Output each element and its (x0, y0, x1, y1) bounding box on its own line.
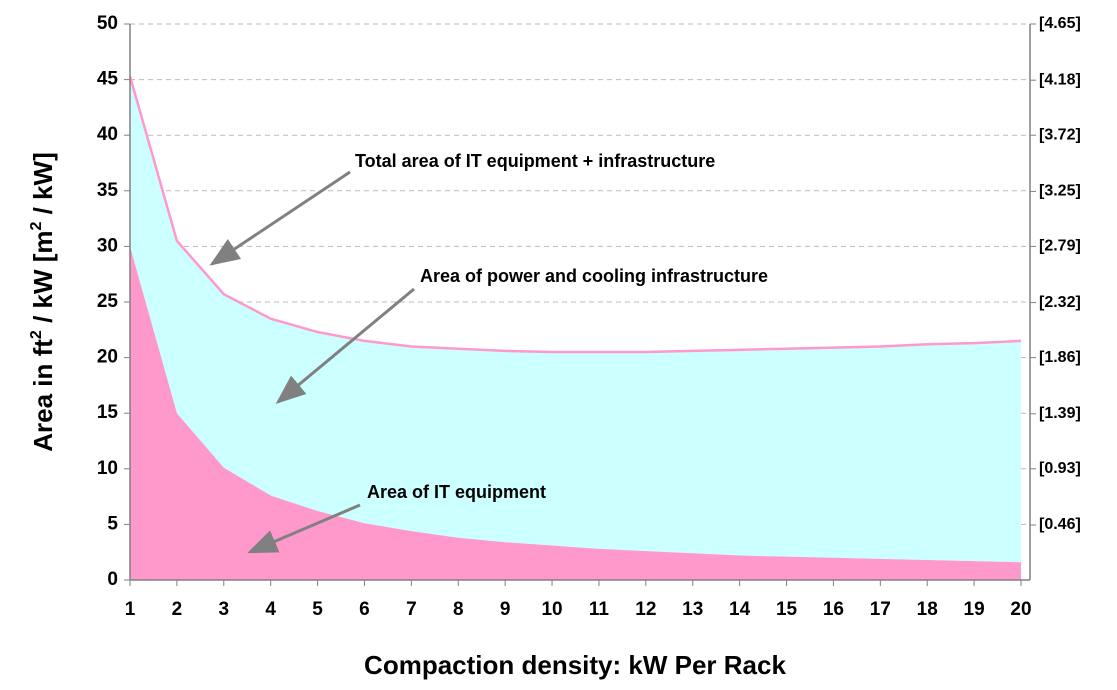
x-tick-label: 4 (265, 599, 276, 620)
arrow (275, 287, 415, 404)
y-tick-label: 45 (97, 69, 119, 90)
y-tick-label: 10 (97, 458, 118, 479)
arrow (209, 170, 351, 266)
y-axis-label-part: / kW [m (28, 230, 58, 330)
x-tick-label: 18 (917, 599, 938, 620)
y-axis-label-part: / kW] (28, 152, 58, 221)
x-tick-label: 16 (823, 599, 844, 620)
y2-tick-label: [0.93] (1039, 460, 1081, 477)
y-tick-label: 15 (97, 402, 119, 423)
x-tick-label: 7 (406, 599, 417, 620)
x-tick-label: 14 (729, 599, 751, 620)
y-tick-label: 35 (97, 180, 119, 201)
y2-tick-label: [3.72] (1039, 126, 1081, 143)
x-tick-label: 13 (682, 599, 703, 620)
y2-tick-label: [4.18] (1039, 71, 1081, 88)
y2-tick-label: [2.79] (1039, 238, 1081, 255)
y-tick-label: 30 (97, 235, 118, 256)
y-tick-label: 20 (97, 347, 118, 368)
y-axis-label-part: 2 (28, 330, 45, 339)
y2-tick-label: [3.25] (1039, 183, 1081, 200)
y2-tick-label: [0.46] (1039, 516, 1081, 533)
x-tick-label: 5 (312, 599, 323, 620)
x-tick-label: 20 (1010, 599, 1031, 620)
annotation: Area of power and cooling infrastructure (420, 266, 768, 286)
x-axis-label: Compaction density: kW Per Rack (364, 650, 786, 680)
area (130, 246, 1021, 580)
y-axis-label-part: Area in ft (28, 339, 58, 452)
x-tick-label: 2 (172, 599, 183, 620)
y2-tick-label: [1.39] (1039, 405, 1081, 422)
y2-tick-label: [4.65] (1039, 15, 1081, 32)
y-axis-label-part: 2 (28, 221, 45, 230)
x-tick-label: 12 (635, 599, 656, 620)
x-tick-label: 6 (359, 599, 370, 620)
annotation: Total area of IT equipment + infrastruct… (355, 151, 715, 171)
x-tick-label: 10 (541, 599, 562, 620)
x-tick-label: 9 (500, 599, 511, 620)
y2-tick-label: [2.32] (1039, 294, 1081, 311)
x-tick-label: 3 (219, 599, 230, 620)
y2-tick-label: [1.86] (1039, 349, 1081, 366)
x-tick-label: 1 (125, 599, 136, 620)
y-tick-label: 50 (97, 13, 118, 34)
arrow (247, 503, 361, 554)
line (128, 75, 1022, 354)
x-tick-label: 19 (964, 599, 985, 620)
y-tick-label: 25 (97, 291, 119, 312)
annotation: Area of IT equipment (367, 482, 546, 502)
x-tick-label: 11 (589, 599, 610, 620)
y-tick-label: 0 (107, 569, 118, 590)
x-tick-label: 15 (776, 599, 798, 620)
y-axis-label: Area in ft2 / kW [m2 / kW] (28, 152, 58, 452)
area (130, 76, 1021, 563)
y-tick-label: 40 (97, 124, 118, 145)
y-tick-label: 5 (107, 513, 118, 534)
x-tick-label: 8 (453, 599, 464, 620)
x-tick-label: 17 (870, 599, 891, 620)
